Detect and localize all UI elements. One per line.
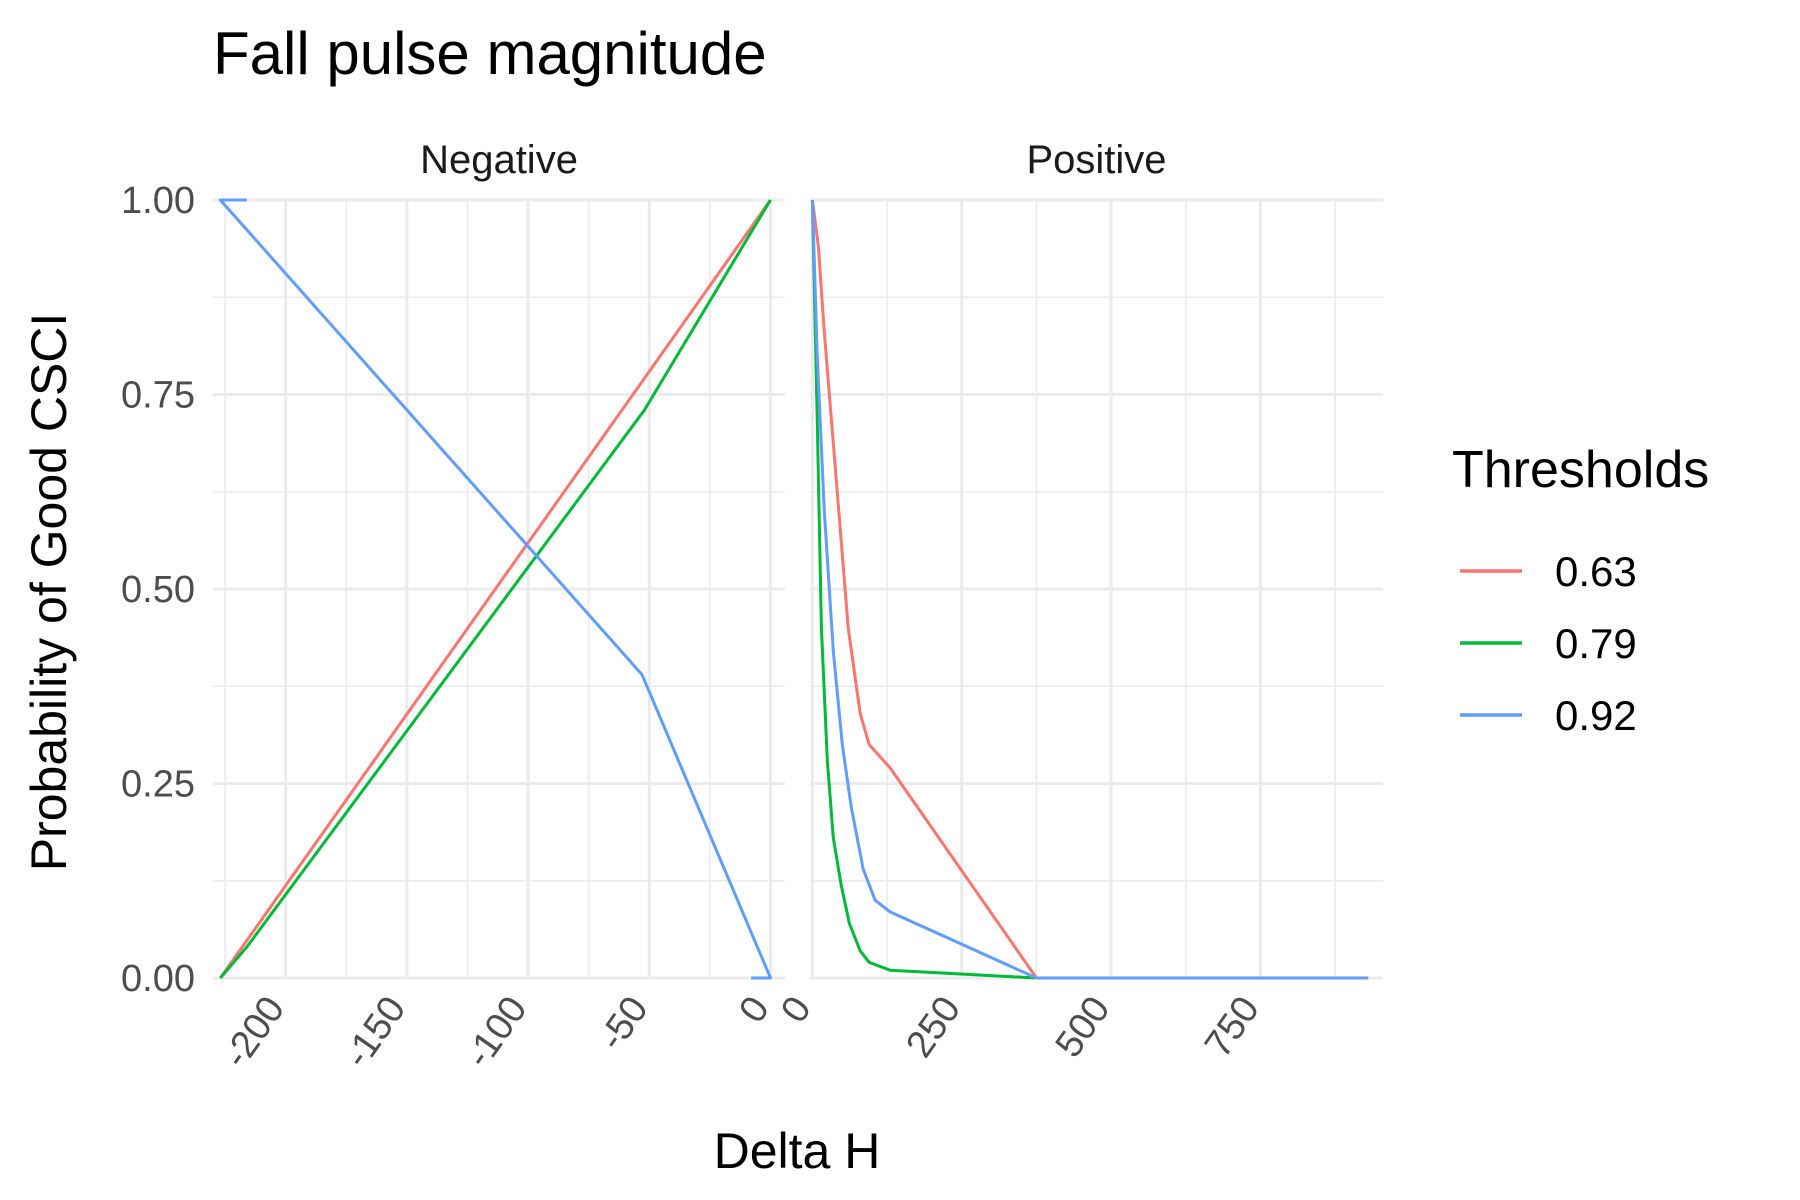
facet-panel-positive: Positive 0 250 500 750: [773, 138, 1383, 1065]
x-tick-label: 250: [898, 989, 969, 1065]
legend-label: 0.79: [1555, 620, 1637, 667]
x-tick-label: -200: [215, 989, 293, 1075]
x-tick-label: 0: [773, 989, 820, 1030]
chart-title: Fall pulse magnitude: [213, 20, 767, 87]
legend-label: 0.63: [1555, 548, 1637, 595]
x-tick-label: 750: [1197, 989, 1268, 1065]
y-axis: 0.00 0.25 0.50 0.75 1.00: [121, 180, 195, 1000]
y-tick-label: 0.75: [121, 375, 195, 417]
facet-strip-label: Positive: [1026, 138, 1166, 182]
facet-strip-label: Negative: [420, 138, 578, 182]
y-tick-label: 0.00: [121, 958, 195, 1000]
y-tick-label: 0.50: [121, 569, 195, 611]
x-axis-title: Delta H: [714, 1123, 881, 1179]
facet-panel-negative: Negative -200 -150 -100 -50 0: [213, 138, 785, 1075]
x-tick-label: 500: [1048, 989, 1119, 1065]
series-line-0-92: [218, 198, 772, 980]
x-tick-label: -100: [457, 989, 535, 1075]
x-tick-label: -150: [336, 989, 414, 1075]
y-axis-title: Probability of Good CSCI: [21, 313, 77, 872]
series-line-0-63: [810, 199, 1369, 980]
y-tick-label: 0.25: [121, 764, 195, 806]
series-line-0-63: [219, 199, 772, 979]
series-line-0-79: [810, 199, 1369, 980]
legend-label: 0.92: [1555, 692, 1637, 739]
legend: Thresholds 0.63 0.79 0.92: [1452, 441, 1709, 739]
x-tick-label: -50: [591, 989, 657, 1058]
y-tick-label: 1.00: [121, 180, 195, 222]
legend-title: Thresholds: [1452, 441, 1709, 499]
x-tick-label: 0: [731, 989, 778, 1030]
series-line-0-79: [219, 199, 772, 979]
series-line-0-92: [810, 199, 1369, 980]
